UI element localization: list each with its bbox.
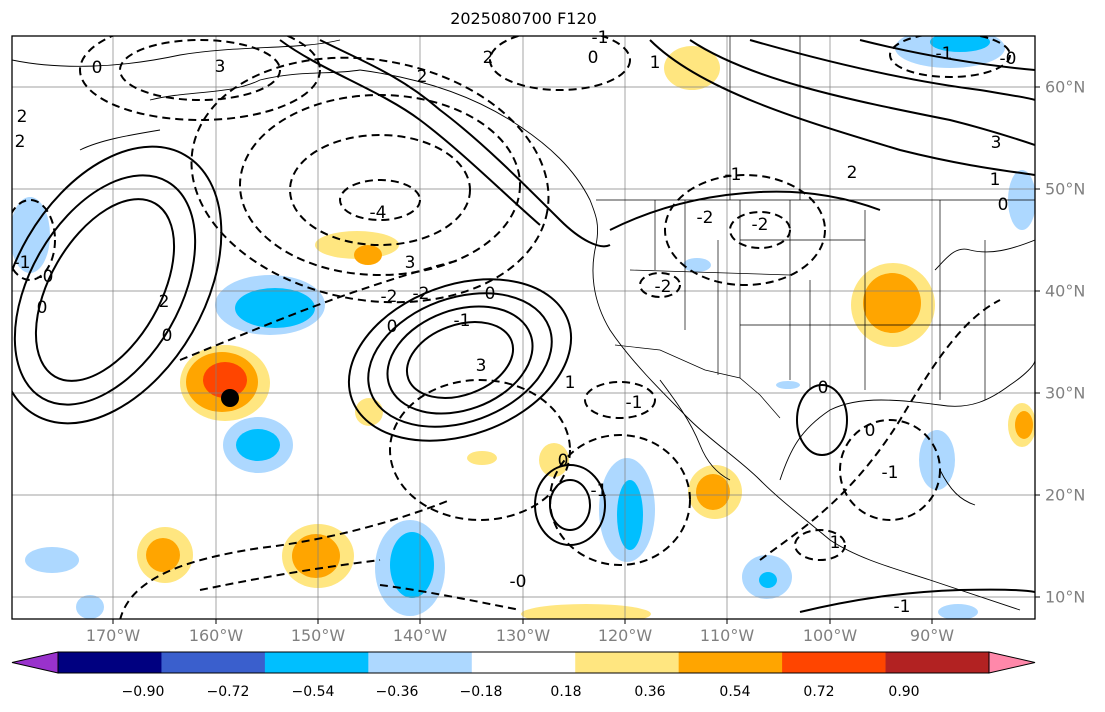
borders xyxy=(596,36,1035,419)
dashed-contours xyxy=(12,36,1011,619)
contour-label: -2 xyxy=(413,284,430,304)
contour-label: -2 xyxy=(655,277,672,297)
contour-label: 0 xyxy=(37,298,48,318)
contour-label: -1 xyxy=(14,253,31,273)
contour-label: 2 xyxy=(417,67,428,87)
contour-label: -1 xyxy=(936,44,953,64)
coastlines xyxy=(12,39,1035,611)
contour-label: 1 xyxy=(565,373,576,393)
colorbar-tick-label: −0.54 xyxy=(291,684,335,700)
graticule xyxy=(12,36,1035,619)
colorbar-swatch xyxy=(575,652,680,673)
contour-label: 0 xyxy=(558,451,569,471)
solid-contours xyxy=(12,39,1035,613)
contour-label: 0 xyxy=(865,421,876,441)
lat-label: 40°N xyxy=(1045,281,1086,301)
lon-label: 170°W xyxy=(85,626,141,645)
lon-label: 150°W xyxy=(290,626,346,645)
colorbar-tick-label: −0.18 xyxy=(459,684,503,700)
contour-label: 0 xyxy=(485,284,496,304)
contour-label: 3 xyxy=(405,253,416,273)
contour-label: -2 xyxy=(697,208,714,228)
colorbar-extend-low xyxy=(11,651,59,674)
contour-label: 3 xyxy=(991,133,1002,153)
tick-marks xyxy=(112,86,1040,624)
lon-label: 100°W xyxy=(802,626,858,645)
contour-label: 2 xyxy=(483,48,494,68)
colorbar-swatch xyxy=(471,652,576,673)
colorbar-tick-label: −0.36 xyxy=(375,684,419,700)
contour-label: -4 xyxy=(370,203,387,223)
colorbar-tick-label: 0.36 xyxy=(634,684,666,700)
contour-label: 0 xyxy=(92,58,103,78)
contour-label: -1 xyxy=(454,311,471,331)
contour-label: 2 xyxy=(159,292,170,312)
colorbar xyxy=(11,651,1036,674)
contour-label: 1 xyxy=(830,533,841,553)
lat-label: 60°N xyxy=(1045,77,1086,97)
lon-label: 110°W xyxy=(699,626,755,645)
colorbar-tick-label: 0.54 xyxy=(719,684,751,700)
contour-label: -2 xyxy=(381,287,398,307)
colorbar-tick-label: 0.18 xyxy=(550,684,582,700)
colorbar-swatch xyxy=(678,652,783,673)
colorbar-outline xyxy=(57,651,990,674)
lon-label: 160°W xyxy=(188,626,244,645)
map-title: 2025080700 F120 xyxy=(450,9,597,28)
colorbar-swatch xyxy=(264,652,369,673)
contour-label: -1 xyxy=(626,393,643,413)
lat-label: 20°N xyxy=(1045,485,1086,505)
lon-label: 130°W xyxy=(495,626,551,645)
colorbar-swatch xyxy=(161,652,266,673)
contour-label: -0 xyxy=(37,267,54,287)
lat-label: 30°N xyxy=(1045,383,1086,403)
contour-label: 0 xyxy=(588,48,599,68)
colorbar-extend-high xyxy=(988,651,1036,674)
lat-label: 50°N xyxy=(1045,179,1086,199)
storm-center-dot xyxy=(221,389,239,407)
shading-layer xyxy=(12,36,1035,619)
contour-label: 1 xyxy=(990,170,1001,190)
contour-label: 0 xyxy=(162,326,173,346)
colorbar-tick-label: −0.90 xyxy=(121,684,165,700)
lat-label: 10°N xyxy=(1045,587,1086,607)
colorbar-tick-label: −0.72 xyxy=(206,684,250,700)
colorbar-swatch xyxy=(782,652,887,673)
colorbar-swatch xyxy=(885,652,990,673)
contour-label: 2 xyxy=(15,132,26,152)
contour-label: 3 xyxy=(476,356,487,376)
contour-label: -1 xyxy=(882,463,899,483)
lon-label: 90°W xyxy=(909,626,955,645)
colorbar-swatch xyxy=(58,652,162,673)
contour-label: -2 xyxy=(752,215,769,235)
contour-label: -0 xyxy=(1000,49,1017,69)
colorbar-tick-label: 0.90 xyxy=(888,684,920,700)
colorbar-tick-label: 0.72 xyxy=(803,684,835,700)
contour-label: -1 xyxy=(725,165,742,185)
contour-label: 1 xyxy=(650,53,661,73)
lon-label: 120°W xyxy=(597,626,653,645)
contour-label: -1 xyxy=(591,481,608,501)
contour-label: -1 xyxy=(592,28,609,48)
contour-label: 3 xyxy=(215,57,226,77)
contour-label: 0 xyxy=(998,195,1009,215)
colorbar-swatch xyxy=(368,652,473,673)
contour-label: 2 xyxy=(17,107,28,127)
contour-label: 0 xyxy=(818,378,829,398)
contour-label: -1 xyxy=(894,597,911,617)
lon-label: 140°W xyxy=(392,626,448,645)
contour-label: 2 xyxy=(847,163,858,183)
contour-label: 0 xyxy=(387,317,398,337)
contour-label: -0 xyxy=(510,572,527,592)
